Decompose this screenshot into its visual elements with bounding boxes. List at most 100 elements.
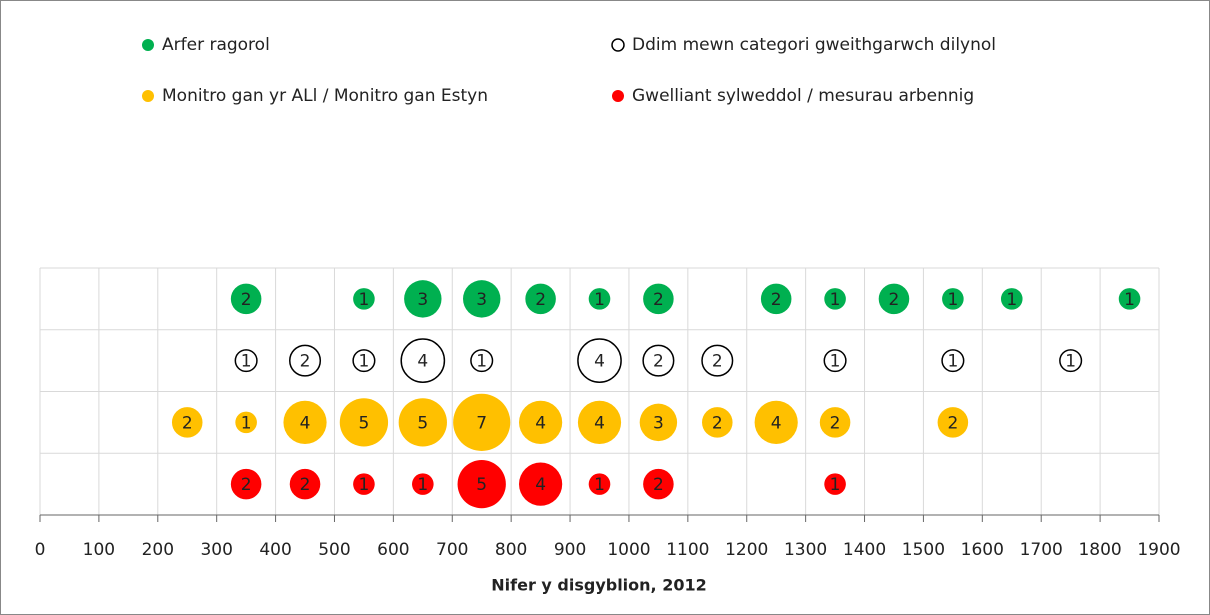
bubble: [235, 411, 257, 434]
bubble: [642, 344, 675, 377]
data-label: 1: [830, 475, 841, 495]
x-tick-label: 1200: [725, 540, 768, 560]
bubble: [577, 338, 622, 383]
bubble: [400, 338, 446, 383]
legend-marker: [612, 90, 624, 102]
bubble: [942, 288, 964, 310]
data-label: 2: [653, 290, 664, 310]
data-label: 3: [653, 413, 664, 433]
data-label: 4: [535, 413, 546, 433]
data-label: 2: [241, 290, 252, 310]
data-label: 1: [594, 290, 605, 310]
data-label: 4: [594, 413, 605, 433]
bubble: [824, 288, 846, 310]
data-label: 1: [241, 413, 252, 433]
data-label: 2: [653, 352, 664, 372]
x-tick-label: 1700: [1020, 540, 1063, 560]
x-tick-label: 800: [495, 540, 527, 560]
x-tick-label: 900: [554, 540, 586, 560]
data-label: 1: [359, 475, 370, 495]
bubble: [824, 473, 846, 495]
bubble: [289, 468, 321, 500]
bubble: [339, 398, 389, 447]
data-label: 1: [594, 475, 605, 495]
data-label: 4: [771, 413, 782, 433]
bubble: [588, 473, 611, 495]
data-label: 5: [476, 475, 487, 495]
bubble: [283, 400, 327, 444]
bubble: [404, 280, 442, 318]
bubble: [234, 349, 258, 373]
bubble: [353, 288, 375, 310]
bubble: [1000, 288, 1023, 310]
data-label: 2: [830, 413, 841, 433]
data-label: 1: [1006, 290, 1017, 310]
data-label: 4: [417, 352, 428, 372]
bubble: [398, 398, 447, 447]
legend-marker: [611, 38, 625, 52]
data-label: 2: [300, 352, 311, 372]
data-label: 1: [241, 352, 252, 372]
bubble: [823, 349, 847, 373]
bubble: [230, 468, 262, 500]
bubble: [819, 407, 851, 438]
x-axis-title: Nifer y disgyblion, 2012: [491, 576, 706, 595]
data-label: 2: [241, 475, 252, 495]
bubble: [525, 283, 556, 315]
x-tick-label: 500: [318, 540, 350, 560]
x-tick-label: 0: [35, 540, 46, 560]
data-label: 2: [712, 352, 723, 372]
bubble: [519, 400, 563, 444]
x-tick-label: 300: [200, 540, 232, 560]
data-label: 2: [182, 413, 193, 433]
bubble: [171, 407, 203, 438]
data-label: 1: [359, 352, 370, 372]
x-tick-label: 1400: [843, 540, 886, 560]
bubble: [577, 400, 622, 444]
legend-marker: [142, 39, 154, 51]
bubble: [760, 283, 792, 315]
x-tick-label: 1300: [784, 540, 827, 560]
x-tick-label: 1100: [666, 540, 709, 560]
bubble: [353, 473, 375, 495]
data-label: 4: [300, 413, 311, 433]
legend-label: Ddim mewn categori gweithgarwch dilynol: [632, 35, 996, 55]
data-label: 2: [535, 290, 546, 310]
data-label: 1: [359, 290, 370, 310]
bubble: [453, 393, 511, 451]
data-label: 2: [300, 475, 311, 495]
data-label: 1: [1065, 352, 1076, 372]
data-label: 1: [830, 290, 841, 310]
data-label: 1: [476, 352, 487, 372]
bubble: [754, 400, 798, 444]
bubble: [701, 344, 734, 377]
bubble: [937, 407, 969, 438]
x-tick-label: 1600: [961, 540, 1004, 560]
bubble: [639, 403, 678, 442]
data-label: 4: [535, 475, 546, 495]
x-tick-label: 700: [436, 540, 468, 560]
x-tick-label: 400: [259, 540, 291, 560]
data-label: 2: [712, 413, 723, 433]
x-tick-label: 1900: [1137, 540, 1180, 560]
data-label: 1: [830, 352, 841, 372]
bubble: [1118, 288, 1141, 310]
bubble: [470, 349, 494, 373]
bubble: [588, 288, 611, 310]
bubble: [230, 283, 262, 315]
x-tick-label: 1000: [607, 540, 650, 560]
legend-label: Arfer ragorol: [162, 35, 270, 55]
data-label: 1: [947, 352, 958, 372]
bubble: [289, 344, 322, 377]
x-tick-label: 100: [83, 540, 115, 560]
x-tick-label: 1800: [1078, 540, 1121, 560]
bubble: [643, 283, 674, 315]
data-label: 1: [1124, 290, 1135, 310]
bubble: [352, 349, 376, 373]
bubble: [878, 283, 910, 315]
bubble: [643, 468, 674, 500]
data-label: 2: [771, 290, 782, 310]
data-label: 3: [417, 290, 428, 310]
data-label: 2: [889, 290, 900, 310]
